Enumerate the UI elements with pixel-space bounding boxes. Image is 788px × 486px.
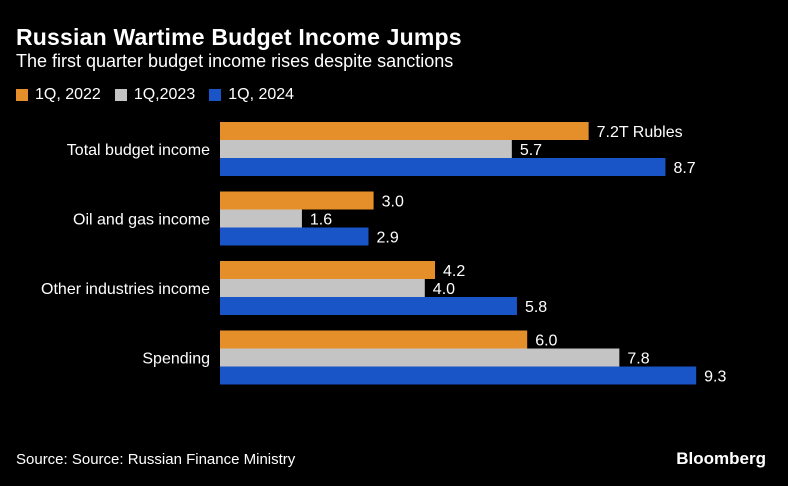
category-label: Spending [142, 351, 210, 368]
data-label: 3.0 [382, 194, 404, 211]
data-label: 4.2 [443, 263, 465, 280]
data-label: 7.2T Rubles [597, 124, 683, 141]
legend-item-2022: 1Q, 2022 [16, 86, 101, 104]
data-label: 9.3 [704, 369, 726, 386]
bar-oil-and-gas-income-1q-2024 [220, 227, 369, 246]
data-label: 5.7 [520, 142, 542, 159]
legend: 1Q, 2022 1Q,2023 1Q, 2024 [16, 86, 308, 104]
data-label: 6.0 [535, 333, 557, 350]
legend-swatch-2023 [114, 89, 127, 101]
category-label: Other industries income [41, 281, 210, 298]
bar-group-spending: Spending 6.0 7.8 9.3 [142, 330, 727, 386]
legend-label-2024: 1Q, 2024 [228, 86, 295, 103]
data-label: 1.6 [310, 212, 332, 229]
legend-swatch-2024 [209, 89, 222, 101]
chart-subtitle: The first quarter budget income rises de… [16, 51, 454, 71]
bar-spending-1q-2022 [220, 330, 528, 349]
legend-label-2022: 1Q, 2022 [35, 86, 101, 103]
bar-other-industries-income-1q-2024 [220, 297, 517, 315]
chart-title: Russian Wartime Budget Income Jumps [16, 24, 462, 50]
source-note: Source: Source: Russian Finance Ministry [16, 451, 296, 468]
data-label: 5.8 [525, 299, 547, 316]
bar-group-total-budget-income: Total budget income 7.2T Rubles 5.7 8.7 [67, 122, 696, 177]
bar-spending-1q-2023 [220, 348, 620, 367]
data-label: 2.9 [376, 230, 398, 247]
bar-group-other-industries-income: Other industries income 4.24.0 5.8 [41, 261, 547, 316]
bar-oil-and-gas-income-1q-2022 [220, 191, 374, 210]
legend-item-2024: 1Q, 2024 [209, 86, 294, 104]
bar-oil-and-gas-income-1q-2023 [220, 209, 302, 228]
data-label: 8.7 [673, 160, 695, 177]
bar-other-industries-income-1q-2022 [220, 261, 436, 279]
legend-item-2023: 1Q,2023 [114, 86, 196, 104]
data-label: 7.8 [627, 351, 649, 368]
bar-group-oil-and-gas-income: Oil and gas income 3.0 1.6 2.9 [73, 191, 404, 247]
legend-label-2023: 1Q,2023 [133, 86, 196, 103]
category-label: Total budget income [67, 142, 210, 159]
bar-total-budget-income-1q-2022 [220, 122, 589, 140]
bloomberg-logo: Bloomberg [676, 449, 766, 468]
legend-swatch-2022 [16, 89, 28, 101]
bar-other-industries-income-1q-2023 [220, 279, 425, 297]
bar-spending-1q-2024 [220, 366, 697, 385]
data-label: 4.0 [433, 281, 455, 298]
bar-total-budget-income-1q-2023 [220, 140, 512, 158]
category-label: Oil and gas income [73, 212, 210, 229]
bar-total-budget-income-1q-2024 [220, 158, 666, 176]
